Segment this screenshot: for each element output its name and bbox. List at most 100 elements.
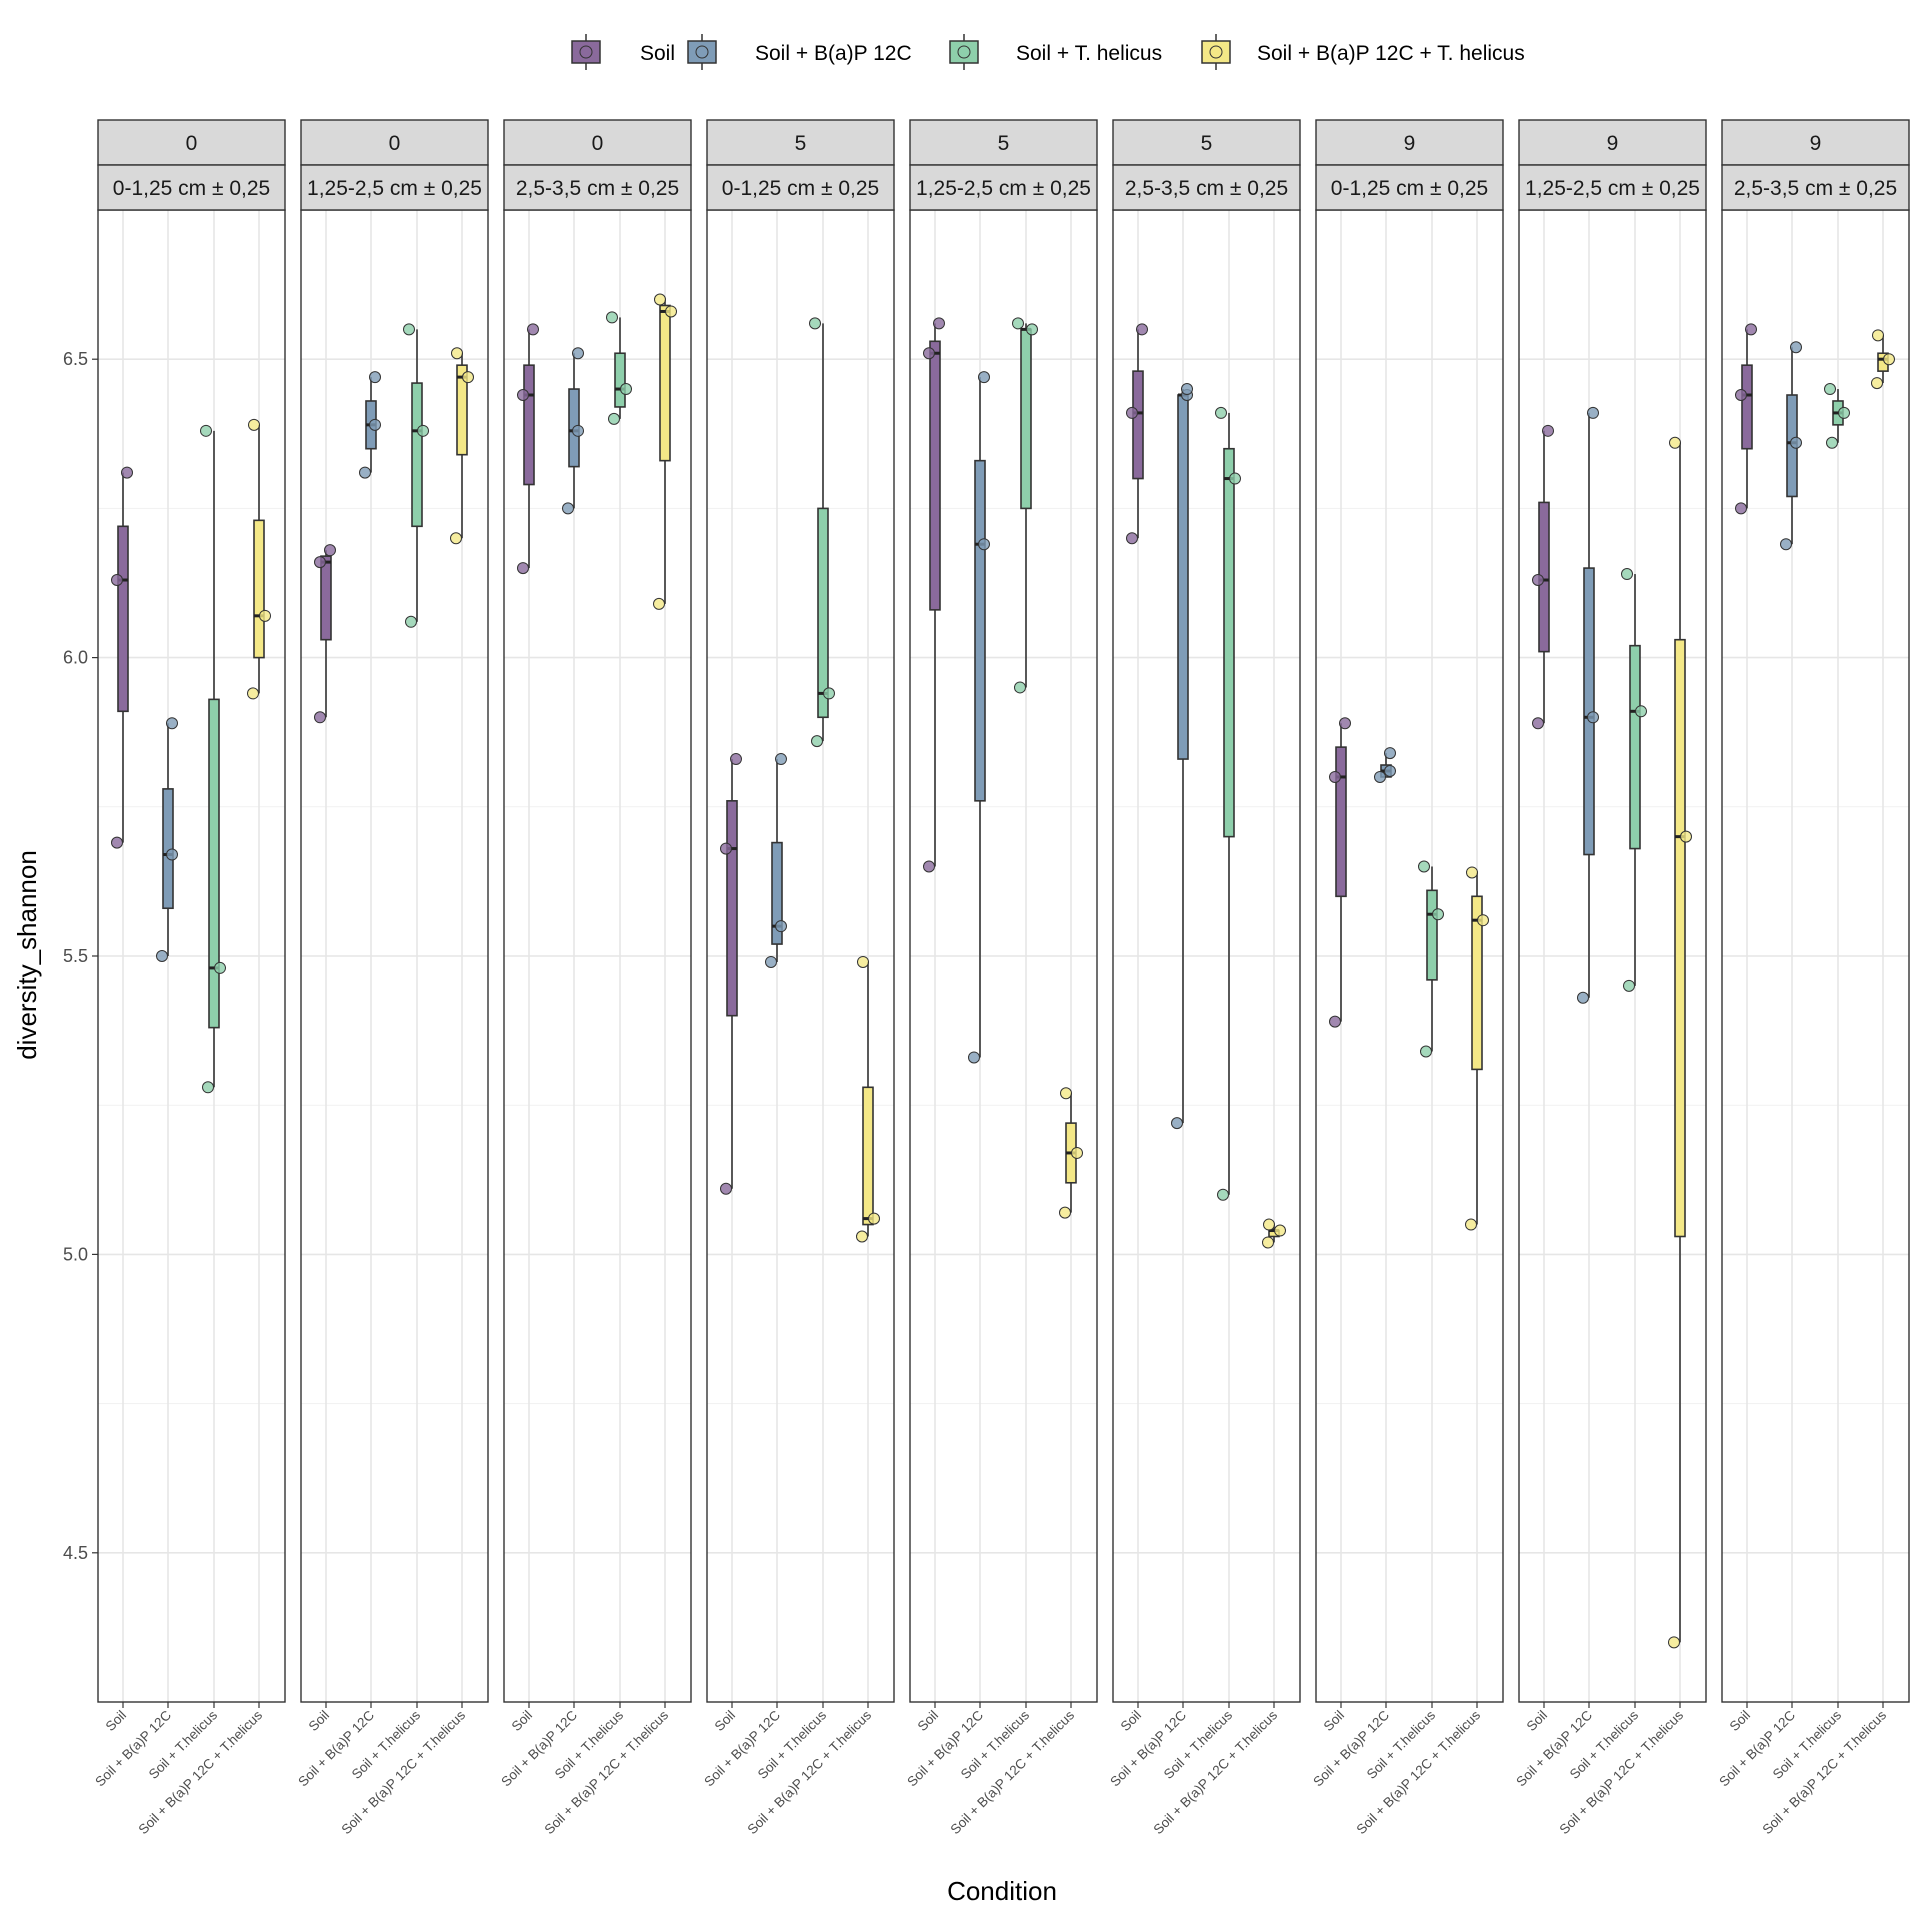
data-point xyxy=(403,323,415,336)
data-point xyxy=(1012,317,1024,330)
data-point xyxy=(324,544,336,557)
data-point xyxy=(653,597,665,610)
x-tick-label: Soil xyxy=(915,1708,942,1735)
data-point xyxy=(1577,991,1589,1004)
data-point xyxy=(1329,770,1341,783)
strip-background xyxy=(300,164,489,211)
data-point xyxy=(314,711,326,724)
box-group xyxy=(156,717,178,962)
data-point xyxy=(1621,568,1633,581)
box xyxy=(117,525,129,713)
strip-background xyxy=(706,119,895,166)
data-point xyxy=(1669,436,1681,449)
data-point xyxy=(978,371,990,384)
strip-label-depth: 0-1,25 cm ± 0,25 xyxy=(113,177,270,200)
data-point xyxy=(1790,341,1802,354)
data-point xyxy=(214,961,226,974)
data-point xyxy=(1060,1087,1072,1100)
box xyxy=(456,364,468,456)
data-point xyxy=(775,753,787,766)
strip-background xyxy=(909,119,1098,166)
box-group xyxy=(720,753,742,1195)
x-tick-label: Soil + B(a)P 12C xyxy=(1310,1707,1392,1789)
box xyxy=(411,382,423,528)
y-axis: 4.5 5.0 5.5 6.0 6.5 xyxy=(63,349,98,1563)
y-axis-title: diversity_shannon xyxy=(12,850,42,1060)
data-point xyxy=(620,383,632,396)
box xyxy=(1132,370,1144,480)
box-group xyxy=(403,323,429,628)
box-group xyxy=(923,317,945,873)
data-point xyxy=(1181,383,1193,396)
legend-key-point xyxy=(695,45,709,59)
box-group xyxy=(765,753,787,968)
data-point xyxy=(1374,770,1386,783)
strip-background xyxy=(1721,164,1910,211)
data-point xyxy=(121,466,133,479)
data-point xyxy=(156,950,168,962)
box xyxy=(974,459,986,802)
strip-background xyxy=(1315,164,1504,211)
data-point xyxy=(462,371,474,384)
box-group xyxy=(1532,424,1554,730)
box-group xyxy=(1668,436,1692,1649)
strip-label-depth: 1,25-2,5 cm ± 0,25 xyxy=(1525,177,1700,200)
data-point xyxy=(608,412,620,425)
data-point xyxy=(1432,908,1444,921)
box xyxy=(1177,394,1189,760)
box-group xyxy=(1374,747,1396,783)
box-group xyxy=(1171,383,1193,1130)
data-point xyxy=(1680,830,1692,843)
data-point xyxy=(857,955,869,968)
data-point xyxy=(1532,574,1544,587)
data-point xyxy=(1126,532,1138,545)
data-point xyxy=(1329,1015,1341,1028)
data-point xyxy=(1668,1636,1680,1649)
x-tick-label: Soil xyxy=(1321,1708,1348,1735)
x-tick-label: Soil + B(a)P 12C xyxy=(295,1707,377,1789)
x-tick-label: Soil xyxy=(1524,1708,1551,1735)
data-point xyxy=(923,347,935,360)
legend-key-point xyxy=(957,45,971,59)
box xyxy=(929,340,941,611)
data-point xyxy=(1838,406,1850,419)
y-tick-label: 5.5 xyxy=(63,946,88,966)
box xyxy=(726,800,738,1017)
legend-label: Soil xyxy=(640,42,675,65)
data-point xyxy=(111,836,123,849)
box-group xyxy=(1262,1218,1286,1249)
data-point xyxy=(1014,681,1026,694)
strip-label-time: 9 xyxy=(1404,132,1416,155)
data-point xyxy=(1824,383,1836,396)
data-point xyxy=(978,538,990,551)
data-point xyxy=(933,317,945,330)
data-point xyxy=(202,1081,214,1094)
data-point xyxy=(517,389,529,402)
strip-background xyxy=(1518,119,1707,166)
data-point xyxy=(369,371,381,384)
strip-label-depth: 0-1,25 cm ± 0,25 xyxy=(722,177,879,200)
box-group xyxy=(562,347,584,515)
strip-background xyxy=(1518,164,1707,211)
box xyxy=(1223,447,1235,838)
strip-background xyxy=(97,119,286,166)
data-point xyxy=(200,424,212,437)
y-tick-label: 6.5 xyxy=(63,349,88,369)
box-group xyxy=(247,418,271,700)
box xyxy=(523,364,535,486)
box-group xyxy=(450,347,474,545)
data-point xyxy=(572,424,584,437)
box xyxy=(1741,364,1753,450)
data-point xyxy=(166,717,178,730)
data-point xyxy=(1587,406,1599,419)
box-group xyxy=(111,466,133,849)
box-group xyxy=(856,955,880,1243)
data-point xyxy=(1418,860,1430,873)
